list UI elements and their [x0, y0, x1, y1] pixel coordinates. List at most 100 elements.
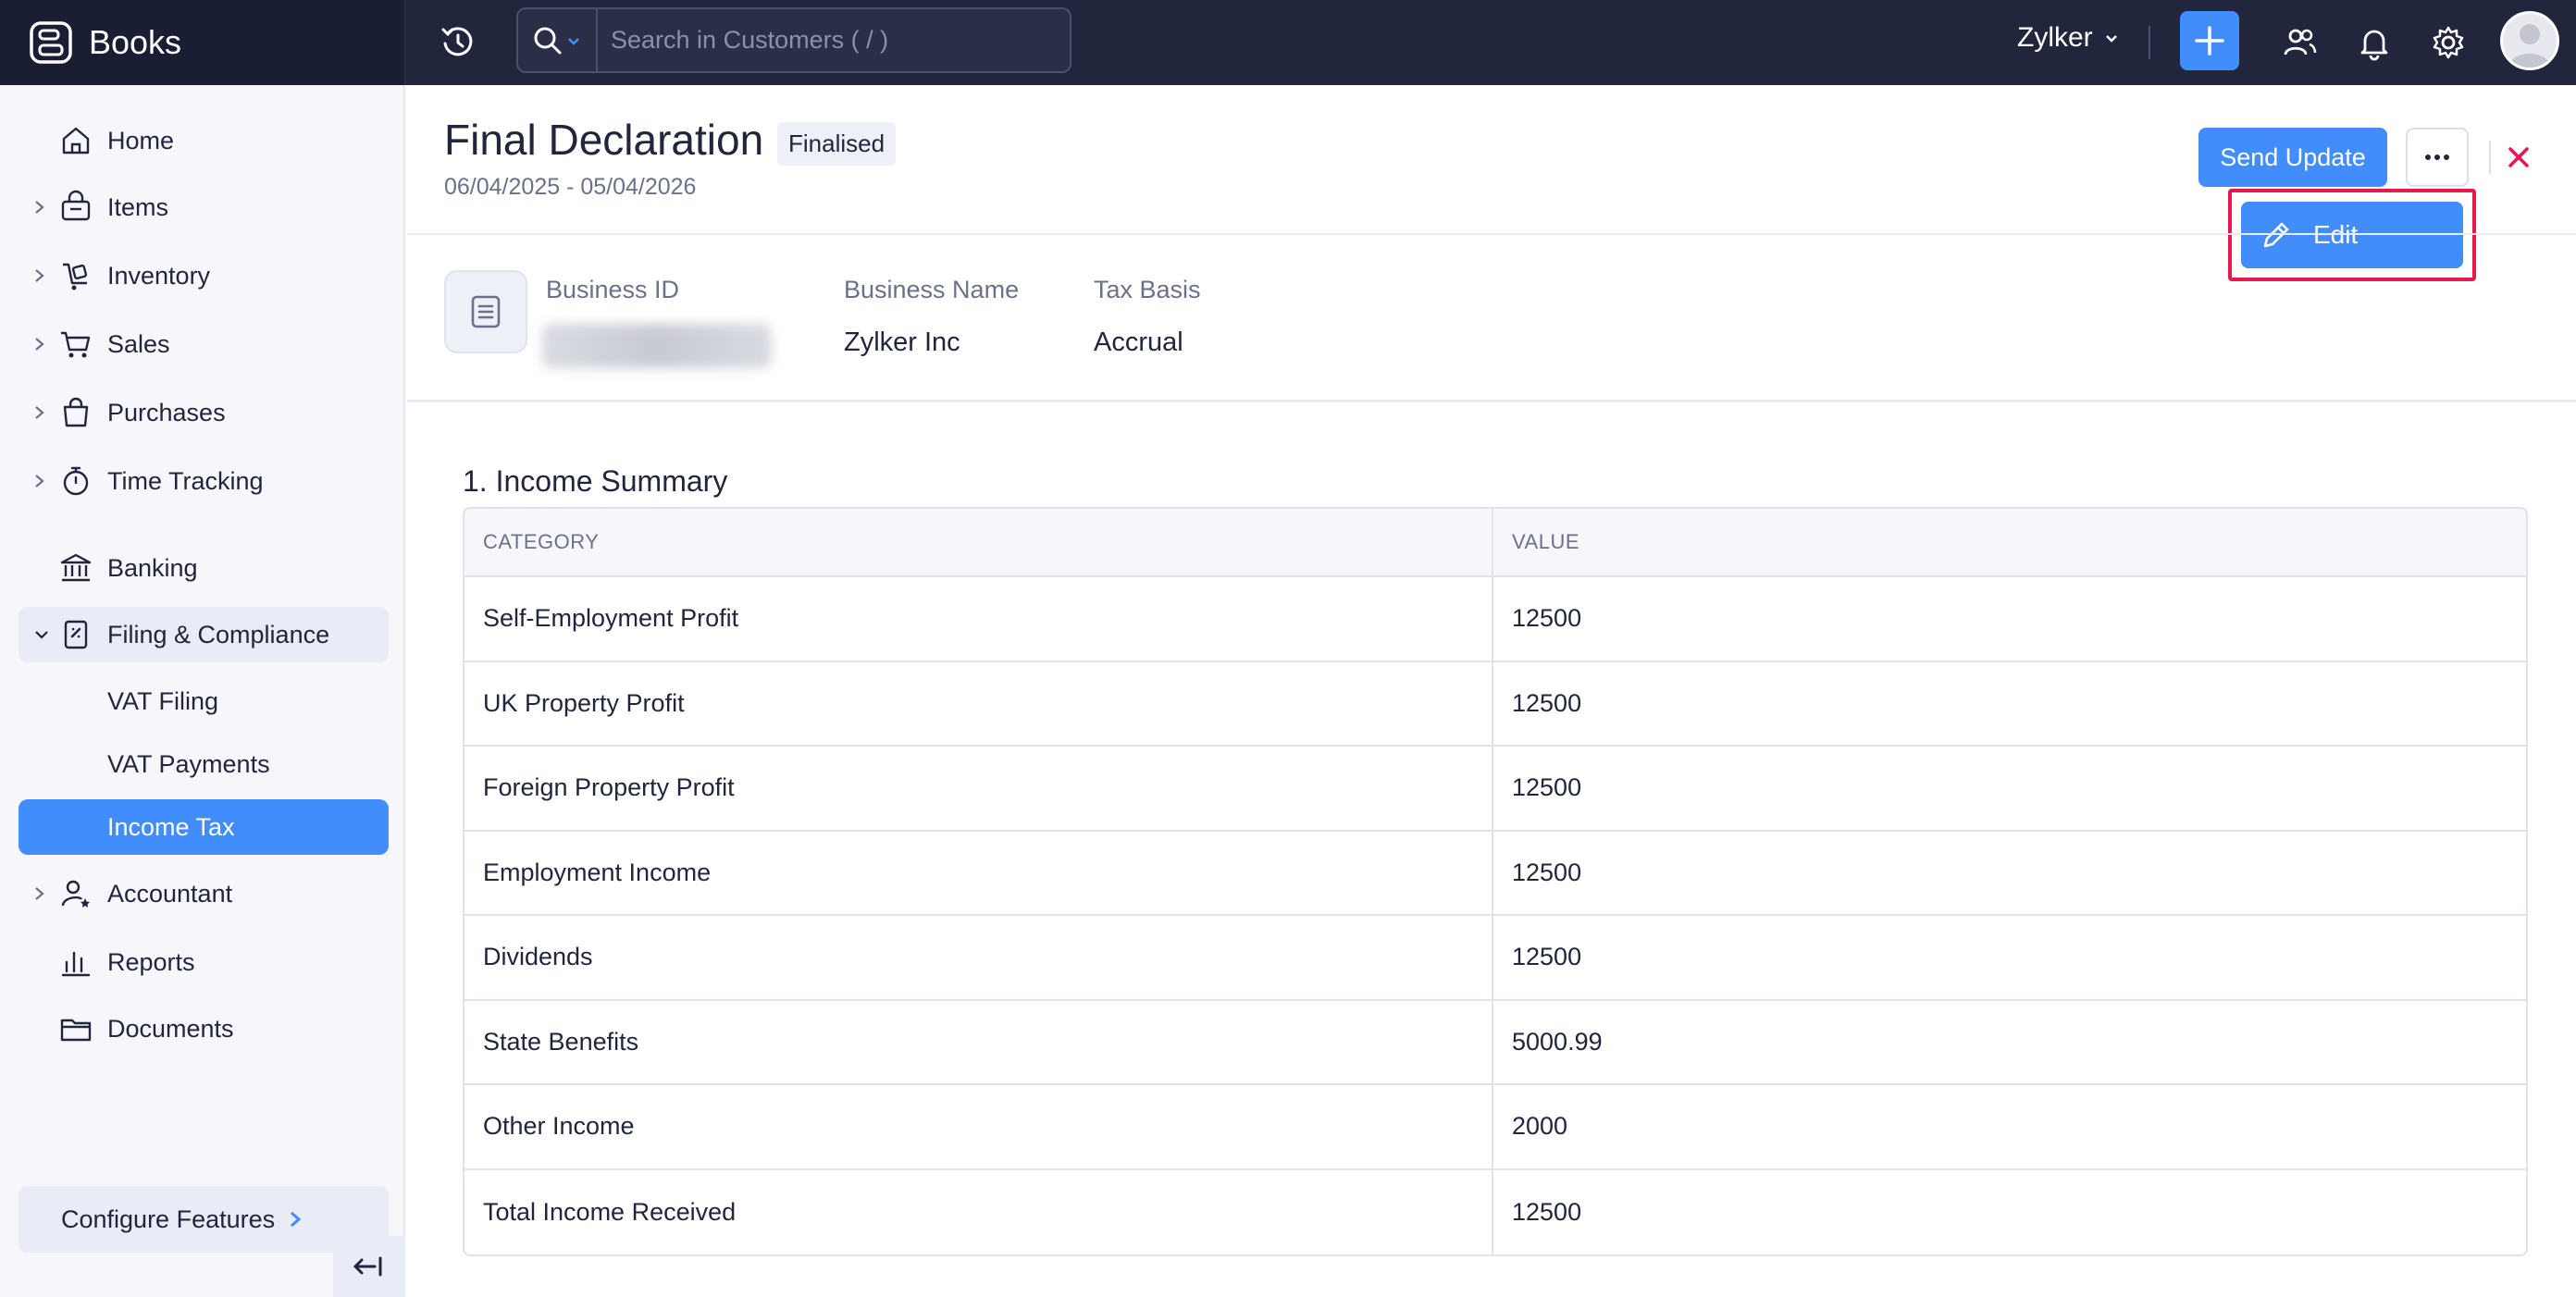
search-input[interactable] — [598, 26, 1060, 55]
more-icon — [2423, 153, 2451, 162]
sidebar-item-inventory[interactable]: Inventory — [19, 248, 389, 303]
search-bar[interactable] — [516, 7, 1071, 73]
sidebar-item-time-tracking[interactable]: Time Tracking — [19, 453, 389, 509]
divider — [407, 233, 2576, 235]
sidebar-item-accountant[interactable]: Accountant — [19, 866, 389, 921]
accountant-icon — [57, 875, 94, 912]
chevron-right-icon — [33, 333, 46, 355]
configure-features-button[interactable]: Configure Features — [19, 1186, 389, 1253]
value-cell: 12500 — [1512, 604, 1582, 633]
category-cell: Employment Income — [464, 831, 1493, 914]
bank-icon — [57, 550, 94, 587]
sidebar-item-label: Documents — [107, 1014, 234, 1043]
collapse-sidebar-button[interactable] — [333, 1236, 405, 1297]
close-icon[interactable] — [2504, 142, 2533, 172]
chevron-right-icon — [33, 401, 46, 424]
business-id-value-redacted — [542, 324, 772, 368]
sidebar-item-home[interactable]: Home — [19, 113, 389, 168]
sidebar-item-label: Income Tax — [107, 812, 235, 841]
sidebar-item-reports[interactable]: Reports — [19, 934, 389, 990]
divider — [407, 400, 2576, 402]
brand[interactable]: Books — [0, 0, 405, 85]
table-row: UK Property Profit 12500 — [464, 661, 2526, 747]
category-cell: Other Income — [464, 1085, 1493, 1168]
sidebar-item-label: Inventory — [107, 261, 211, 290]
value-cell: 5000.99 — [1512, 1027, 1603, 1056]
sidebar-subitem-income-tax[interactable]: Income Tax — [19, 799, 389, 855]
table-row: Self-Employment Profit 12500 — [464, 577, 2526, 662]
send-update-button[interactable]: Send Update — [2198, 128, 2387, 187]
org-switcher[interactable]: Zylker — [2017, 22, 2121, 54]
sidebar-item-sales[interactable]: Sales — [19, 316, 389, 372]
business-name-value: Zylker Inc — [844, 327, 960, 357]
bell-icon[interactable] — [2352, 20, 2396, 65]
tax-basis-value: Accrual — [1094, 327, 1183, 357]
sidebar-item-label: Banking — [107, 553, 198, 582]
chevron-right-icon — [33, 196, 46, 218]
sidebar-item-documents[interactable]: Documents — [19, 1001, 389, 1056]
value-cell: 12500 — [1512, 1197, 1582, 1226]
income-summary-table: CATEGORY VALUE Self-Employment Profit 12… — [463, 507, 2528, 1256]
edit-menu-item[interactable]: Edit — [2241, 202, 2463, 268]
sidebar-item-label: Accountant — [107, 879, 233, 908]
table-row: Employment Income 12500 — [464, 831, 2526, 916]
status-badge: Finalised — [777, 122, 897, 166]
basket-icon — [57, 189, 94, 226]
sidebar-item-banking[interactable]: Banking — [19, 540, 389, 596]
sidebar-subitem-vat-filing[interactable]: VAT Filing — [19, 673, 389, 729]
column-header-category: CATEGORY — [464, 509, 1493, 575]
sidebar-subitem-vat-payments[interactable]: VAT Payments — [19, 736, 389, 792]
chevron-right-icon — [33, 470, 46, 492]
chevron-down-icon — [2102, 29, 2121, 47]
table-row: Dividends 12500 — [464, 916, 2526, 1001]
sidebar-item-label: Filing & Compliance — [107, 620, 330, 648]
value-cell: 12500 — [1512, 943, 1582, 971]
value-cell: 12500 — [1512, 688, 1582, 717]
business-info: Business ID Business Name Zylker Inc Tax… — [407, 235, 2576, 401]
table-row: Foreign Property Profit 12500 — [464, 747, 2526, 832]
sidebar: Home Items Inventory Sales Purchases Tim… — [0, 85, 405, 1297]
home-icon — [57, 122, 94, 159]
more-options-menu: Edit — [2228, 189, 2476, 281]
plus-icon — [2191, 22, 2228, 59]
sidebar-item-label: Time Tracking — [107, 466, 264, 495]
category-cell: UK Property Profit — [464, 661, 1493, 745]
category-cell: State Benefits — [464, 1000, 1493, 1083]
tax-basis-label: Tax Basis — [1094, 276, 1201, 303]
business-name-label: Business Name — [844, 276, 1020, 303]
search-scope-selector[interactable] — [518, 9, 598, 71]
avatar[interactable] — [2500, 11, 2559, 70]
org-name: Zylker — [2017, 22, 2093, 53]
books-logo-icon — [28, 19, 74, 66]
gear-icon[interactable] — [2426, 20, 2471, 65]
reports-icon — [57, 944, 94, 981]
sidebar-item-label: Home — [107, 126, 175, 154]
table-row: Total Income Received 12500 — [464, 1169, 2526, 1254]
category-cell: Total Income Received — [464, 1169, 1493, 1254]
chevron-down-icon — [564, 31, 583, 50]
stopwatch-icon — [57, 463, 94, 500]
value-cell: 2000 — [1512, 1112, 1568, 1141]
collapse-sidebar-icon — [353, 1254, 386, 1279]
filing-icon — [57, 616, 94, 653]
folder-icon — [57, 1010, 94, 1047]
pencil-icon — [2260, 218, 2293, 252]
bag-icon — [57, 394, 94, 431]
recent-history-icon[interactable] — [437, 20, 479, 63]
table-row: State Benefits 5000.99 — [464, 1000, 2526, 1085]
chevron-right-icon — [33, 883, 46, 905]
users-icon[interactable] — [2278, 20, 2322, 65]
inventory-icon — [57, 257, 94, 294]
document-icon — [444, 270, 527, 353]
sidebar-item-purchases[interactable]: Purchases — [19, 385, 389, 440]
app-name: Books — [89, 23, 182, 61]
category-cell: Foreign Property Profit — [464, 747, 1493, 830]
quick-create-button[interactable] — [2180, 11, 2239, 70]
sidebar-item-label: Purchases — [107, 398, 226, 426]
chevron-right-icon — [288, 1206, 303, 1232]
sidebar-item-items[interactable]: Items — [19, 179, 389, 235]
sidebar-item-label: Sales — [107, 329, 170, 358]
more-options-button[interactable] — [2406, 128, 2469, 187]
date-range: 06/04/2025 - 05/04/2026 — [444, 174, 697, 200]
sidebar-item-filing-compliance[interactable]: Filing & Compliance — [19, 607, 389, 662]
